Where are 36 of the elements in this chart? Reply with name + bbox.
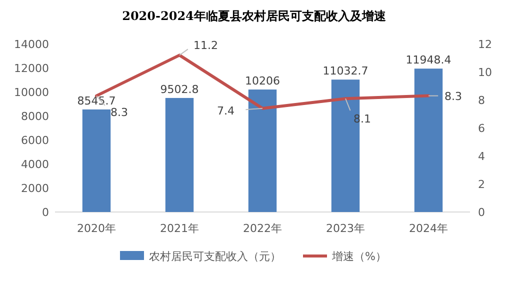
bar xyxy=(82,109,111,212)
legend-label: 农村居民可支配收入（元） xyxy=(149,250,281,263)
x-tick-label: 2024年 xyxy=(409,222,448,235)
bar xyxy=(248,90,277,212)
data-label: 11032.7 xyxy=(322,64,368,78)
data-label: 11948.4 xyxy=(406,54,452,67)
y2-tick-label: 4 xyxy=(478,150,485,163)
y2-tick-label: 2 xyxy=(478,178,485,191)
chart-title: 2020-2024年临夏县农村居民可支配收入及增速 xyxy=(122,9,387,23)
y-tick-label: 8000 xyxy=(21,110,49,123)
x-tick-label: 2021年 xyxy=(160,222,199,235)
bar xyxy=(414,68,443,212)
y2-tick-label: 6 xyxy=(478,122,485,135)
legend-label: 增速（%） xyxy=(331,250,386,263)
data-label: 9502.8 xyxy=(160,82,199,96)
bar xyxy=(165,98,194,212)
data-label: 8.3 xyxy=(110,106,128,119)
y-tick-label: 6000 xyxy=(21,134,49,147)
y-tick-label: 12000 xyxy=(14,62,49,75)
data-label: 8.3 xyxy=(444,90,462,103)
y2-tick-label: 8 xyxy=(478,94,485,107)
y-tick-label: 2000 xyxy=(21,182,49,195)
y2-tick-label: 12 xyxy=(478,38,492,51)
x-tick-label: 2022年 xyxy=(243,222,282,235)
x-tick-label: 2023年 xyxy=(326,222,365,235)
y-tick-label: 14000 xyxy=(14,38,49,51)
data-label: 8545.7 xyxy=(77,94,116,108)
data-label: 7.4 xyxy=(217,104,234,118)
y-tick-label: 0 xyxy=(42,206,49,219)
data-label: 10206 xyxy=(245,74,280,88)
y-tick-label: 4000 xyxy=(21,158,49,171)
y-tick-label: 10000 xyxy=(14,86,49,99)
x-tick-label: 2020年 xyxy=(77,222,116,235)
y2-tick-label: 0 xyxy=(478,206,485,219)
data-label: 11.2 xyxy=(194,39,218,52)
y2-tick-label: 10 xyxy=(478,66,492,79)
